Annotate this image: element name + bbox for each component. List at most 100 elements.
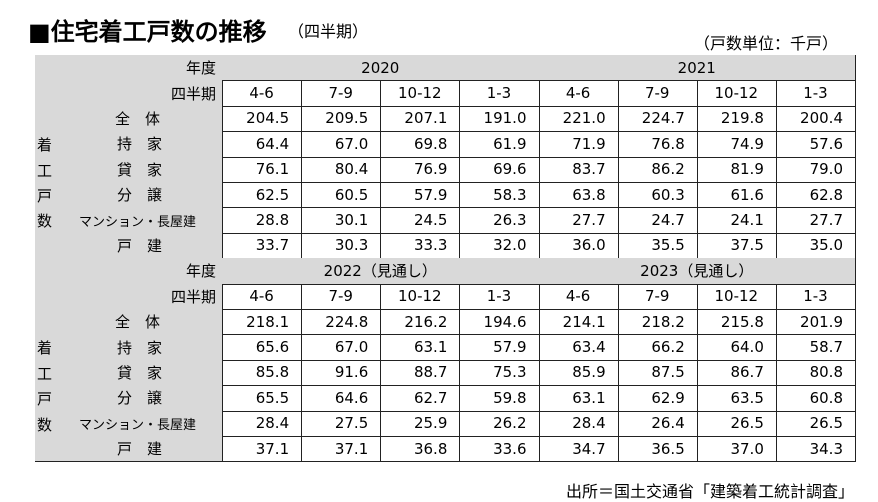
value-cell: 26.3 [459, 207, 540, 234]
value-cell: 33.7 [222, 232, 303, 260]
value-cell: 63.1 [380, 334, 461, 361]
value-cell: 87.5 [617, 359, 698, 387]
row-label: 貸 家 [55, 156, 223, 183]
row-label: マンション・長屋建 [75, 410, 223, 437]
value-cell: 224.7 [617, 105, 698, 133]
header-corner [35, 258, 76, 310]
value-cell: 37.5 [696, 232, 777, 260]
value-cell: 216.2 [380, 309, 461, 336]
row-label: 貸 家 [55, 359, 223, 387]
value-cell: 34.7 [538, 436, 619, 463]
value-cell: 76.1 [222, 156, 303, 183]
value-cell: 201.9 [775, 309, 856, 336]
value-cell: 81.9 [696, 156, 777, 183]
side-label-char: 着 [37, 136, 53, 155]
year-header: 年度 [75, 258, 223, 285]
value-cell: 85.9 [538, 359, 619, 387]
value-cell: 80.8 [775, 359, 856, 387]
quarter-cell: 4-6 [538, 283, 619, 310]
value-cell: 218.2 [617, 309, 698, 336]
value-cell: 24.1 [696, 207, 777, 234]
year-header: 年度 [75, 55, 223, 82]
value-cell: 224.8 [301, 309, 382, 336]
value-cell: 28.4 [222, 410, 303, 437]
value-cell: 67.0 [301, 131, 382, 158]
value-cell: 25.9 [380, 410, 461, 437]
value-cell: 59.8 [459, 385, 540, 412]
year-cell: 2020 [222, 55, 540, 82]
value-cell: 30.1 [301, 207, 382, 234]
value-cell: 58.7 [775, 334, 856, 361]
quarter-cell: 7-9 [301, 283, 382, 310]
value-cell: 58.3 [459, 182, 540, 209]
value-cell: 191.0 [459, 105, 540, 133]
value-cell: 35.0 [775, 232, 856, 260]
value-cell: 221.0 [538, 105, 619, 133]
quarter-cell: 10-12 [380, 80, 461, 107]
value-cell: 79.0 [775, 156, 856, 183]
value-cell: 33.6 [459, 436, 540, 463]
quarter-cell: 10-12 [696, 283, 777, 310]
value-cell: 69.6 [459, 156, 540, 183]
value-cell: 204.5 [222, 105, 303, 133]
quarter-cell: 1-3 [459, 80, 540, 107]
row-label: 戸 建 [75, 232, 223, 260]
quarter-cell: 7-9 [617, 80, 698, 107]
value-cell: 215.8 [696, 309, 777, 336]
value-cell: 71.9 [538, 131, 619, 158]
value-cell: 67.0 [301, 334, 382, 361]
row-label: 戸 建 [75, 436, 223, 463]
value-cell: 86.7 [696, 359, 777, 387]
year-cell: 2023（見通し） [538, 258, 856, 285]
value-cell: 218.1 [222, 309, 303, 336]
quarter-cell: 7-9 [301, 80, 382, 107]
value-cell: 32.0 [459, 232, 540, 260]
value-cell: 57.6 [775, 131, 856, 158]
row-label: 分 譲 [55, 385, 223, 412]
value-cell: 209.5 [301, 105, 382, 133]
quarter-cell: 1-3 [775, 80, 856, 107]
value-cell: 75.3 [459, 359, 540, 387]
quarter-cell: 4-6 [222, 283, 303, 310]
value-cell: 61.6 [696, 182, 777, 209]
quarter-cell: 7-9 [617, 283, 698, 310]
value-cell: 74.9 [696, 131, 777, 158]
quarter-header: 四半期 [75, 80, 223, 107]
side-label-char: 工 [37, 364, 53, 383]
value-cell: 28.4 [538, 410, 619, 437]
value-cell: 64.6 [301, 385, 382, 412]
quarter-cell: 4-6 [538, 80, 619, 107]
value-cell: 26.2 [459, 410, 540, 437]
value-cell: 83.7 [538, 156, 619, 183]
value-cell: 61.9 [459, 131, 540, 158]
row-label: 全 体 [35, 105, 223, 133]
value-cell: 62.5 [222, 182, 303, 209]
value-cell: 60.5 [301, 182, 382, 209]
source-note: 出所＝国土交通省「建築着工統計調査」 [565, 482, 854, 501]
row-label: マンション・長屋建 [75, 207, 223, 234]
value-cell: 36.5 [617, 436, 698, 463]
year-cell: 2022（見通し） [222, 258, 540, 285]
data-table: 年度 四半期 2020 2021 4-6 7-9 10-12 1-3 4-6 7-9 10-12 1-… [35, 55, 856, 463]
value-cell: 62.7 [380, 385, 461, 412]
value-cell: 194.6 [459, 309, 540, 336]
unit-note: （戸数単位：千戸） [693, 34, 838, 53]
value-cell: 76.8 [617, 131, 698, 158]
side-label-char: 戸 [37, 186, 53, 205]
value-cell: 91.6 [301, 359, 382, 387]
value-cell: 63.4 [538, 334, 619, 361]
value-cell: 57.9 [459, 334, 540, 361]
row-label: 全 体 [35, 309, 223, 336]
value-cell: 86.2 [617, 156, 698, 183]
side-label-char: 数 [37, 212, 53, 231]
value-cell: 66.2 [617, 334, 698, 361]
row-label: 持 家 [55, 131, 223, 158]
header-corner [35, 55, 76, 107]
value-cell: 207.1 [380, 105, 461, 133]
indent-cell [55, 410, 76, 463]
side-label-cell: 着工戸数 [35, 334, 56, 463]
value-cell: 37.1 [222, 436, 303, 463]
quarter-cell: 4-6 [222, 80, 303, 107]
value-cell: 57.9 [380, 182, 461, 209]
